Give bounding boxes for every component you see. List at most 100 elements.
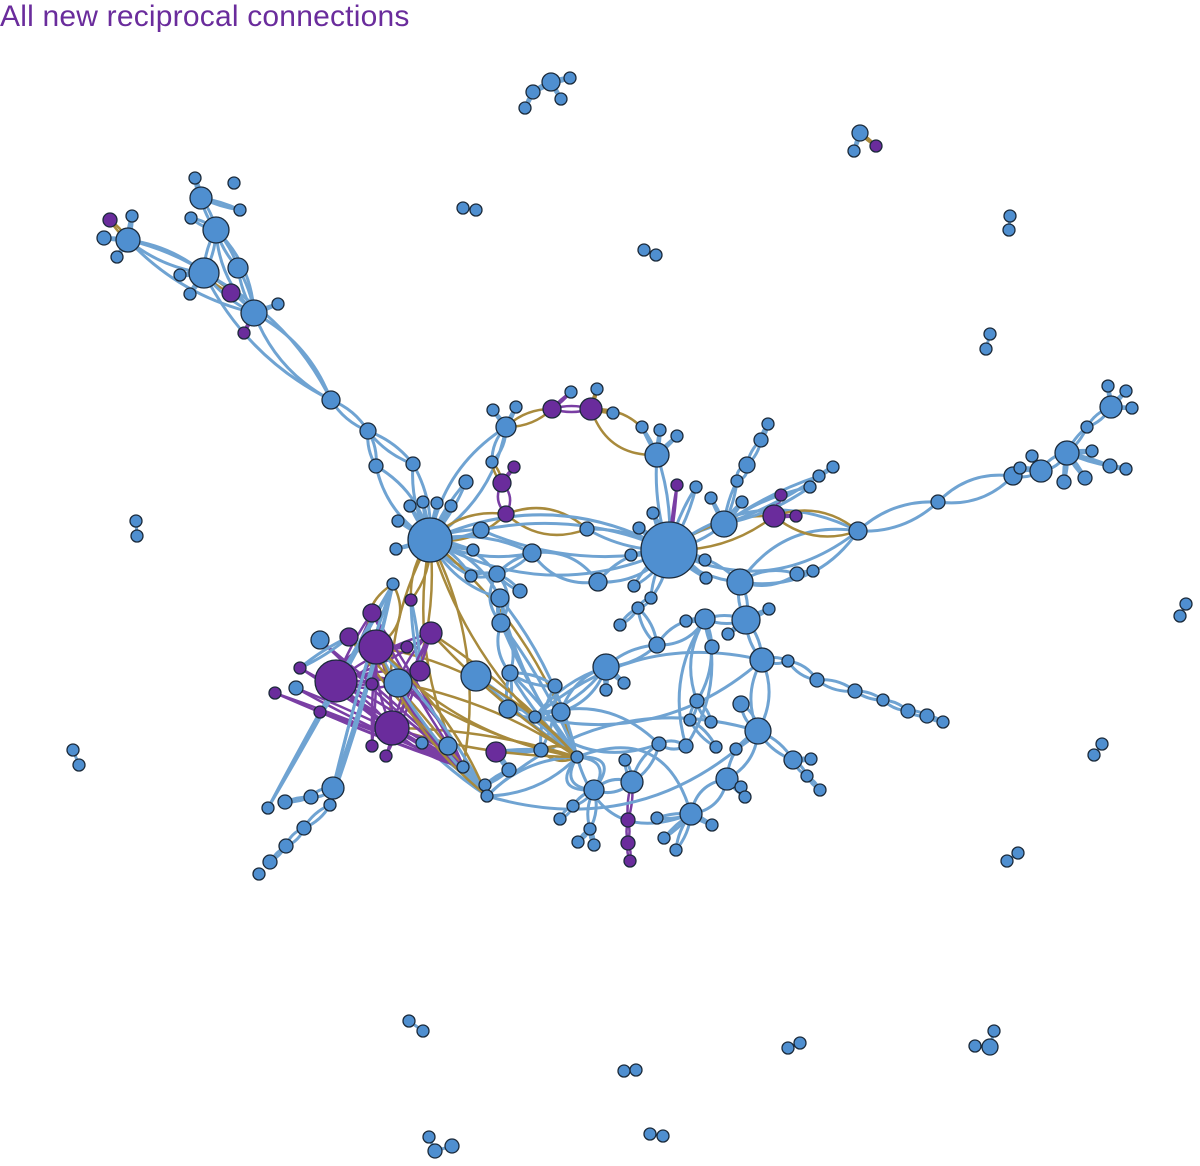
- blue-node: [183, 287, 197, 301]
- blue-node: [646, 506, 660, 520]
- blue-node: [464, 569, 478, 583]
- purple-node: [379, 749, 393, 763]
- blue-node: [571, 835, 585, 849]
- blue-node: [227, 176, 241, 190]
- blue-node: [812, 469, 826, 483]
- network-edge: [486, 755, 579, 798]
- blue-node: [1077, 470, 1093, 486]
- network-edge: [738, 527, 859, 583]
- blue-node: [851, 124, 869, 142]
- network-edge: [374, 645, 489, 797]
- blue-node: [1013, 461, 1027, 475]
- purple-node: [762, 504, 786, 528]
- blue-node: [679, 614, 693, 628]
- blue-node: [876, 693, 890, 707]
- blue-node: [694, 608, 716, 630]
- blue-node: [979, 342, 993, 356]
- blue-node: [391, 514, 405, 528]
- blue-node: [699, 571, 713, 585]
- blue-node: [407, 517, 453, 563]
- blue-node: [847, 683, 863, 699]
- blue-node: [583, 822, 597, 836]
- blue-node: [277, 794, 293, 810]
- blue-node: [629, 1063, 643, 1077]
- purple-node: [419, 621, 443, 645]
- purple-node: [623, 854, 637, 868]
- blue-node: [383, 668, 413, 698]
- blue-node: [783, 750, 803, 770]
- network-edge: [430, 632, 578, 759]
- network-edge: [328, 583, 395, 806]
- blue-node: [762, 602, 776, 616]
- blue-node: [583, 779, 605, 801]
- blue-node: [761, 417, 775, 431]
- blue-node: [679, 802, 703, 826]
- blue-node: [490, 588, 510, 608]
- blue-node: [1080, 420, 1094, 434]
- blue-node: [460, 660, 492, 692]
- blue-node: [533, 742, 549, 758]
- blue-node: [129, 514, 143, 528]
- blue-node: [72, 758, 86, 772]
- blue-node: [488, 565, 506, 583]
- blue-node: [826, 460, 840, 474]
- purple-node: [293, 661, 307, 675]
- blue-node: [613, 618, 627, 632]
- blue-node: [644, 591, 658, 605]
- blue-node: [669, 843, 683, 857]
- blue-node: [1085, 444, 1099, 458]
- blue-node: [564, 385, 578, 399]
- blue-node: [1002, 223, 1016, 237]
- blue-node: [617, 676, 631, 690]
- blue-node: [472, 521, 490, 539]
- blue-node: [563, 71, 577, 85]
- blue-node: [405, 456, 421, 472]
- network-edge: [684, 618, 714, 747]
- blue-node: [930, 494, 946, 510]
- blue-node: [512, 583, 528, 599]
- network-edge: [374, 646, 488, 797]
- blue-node: [590, 382, 604, 396]
- network-edge: [534, 650, 763, 719]
- network-edge: [486, 729, 760, 811]
- blue-node: [469, 203, 483, 217]
- blue-node: [427, 1143, 443, 1159]
- blue-node: [458, 474, 474, 490]
- blue-node: [683, 713, 697, 727]
- blue-node: [705, 818, 719, 832]
- blue-node: [288, 680, 304, 696]
- network-edge: [126, 238, 255, 315]
- blue-node: [566, 799, 580, 813]
- blue-node: [735, 495, 749, 509]
- blue-node: [698, 553, 712, 567]
- blue-node: [635, 420, 649, 434]
- blue-node: [173, 268, 187, 282]
- blue-node: [525, 84, 541, 100]
- blue-node: [478, 778, 492, 792]
- blue-node: [1173, 609, 1187, 623]
- network-edge: [375, 646, 489, 797]
- node-layer: [66, 71, 1193, 1159]
- purple-node: [485, 741, 507, 763]
- blue-node: [689, 693, 705, 709]
- blue-node: [730, 474, 744, 488]
- blue-node: [738, 790, 752, 804]
- purple-node: [497, 505, 515, 523]
- blue-node: [704, 491, 718, 505]
- blue-node: [1101, 379, 1115, 393]
- blue-node: [188, 171, 202, 185]
- blue-node: [983, 327, 997, 341]
- purple-node: [789, 509, 803, 523]
- blue-node: [66, 743, 80, 757]
- blue-node: [485, 455, 499, 469]
- blue-node: [900, 703, 916, 719]
- blue-node: [125, 209, 139, 223]
- purple-node: [358, 629, 394, 665]
- blue-node: [599, 683, 613, 697]
- blue-node: [987, 1024, 1001, 1038]
- blue-node: [1003, 209, 1017, 223]
- blue-node: [587, 838, 601, 852]
- blue-node: [644, 442, 670, 468]
- blue-node: [528, 710, 542, 724]
- blue-node: [491, 613, 511, 633]
